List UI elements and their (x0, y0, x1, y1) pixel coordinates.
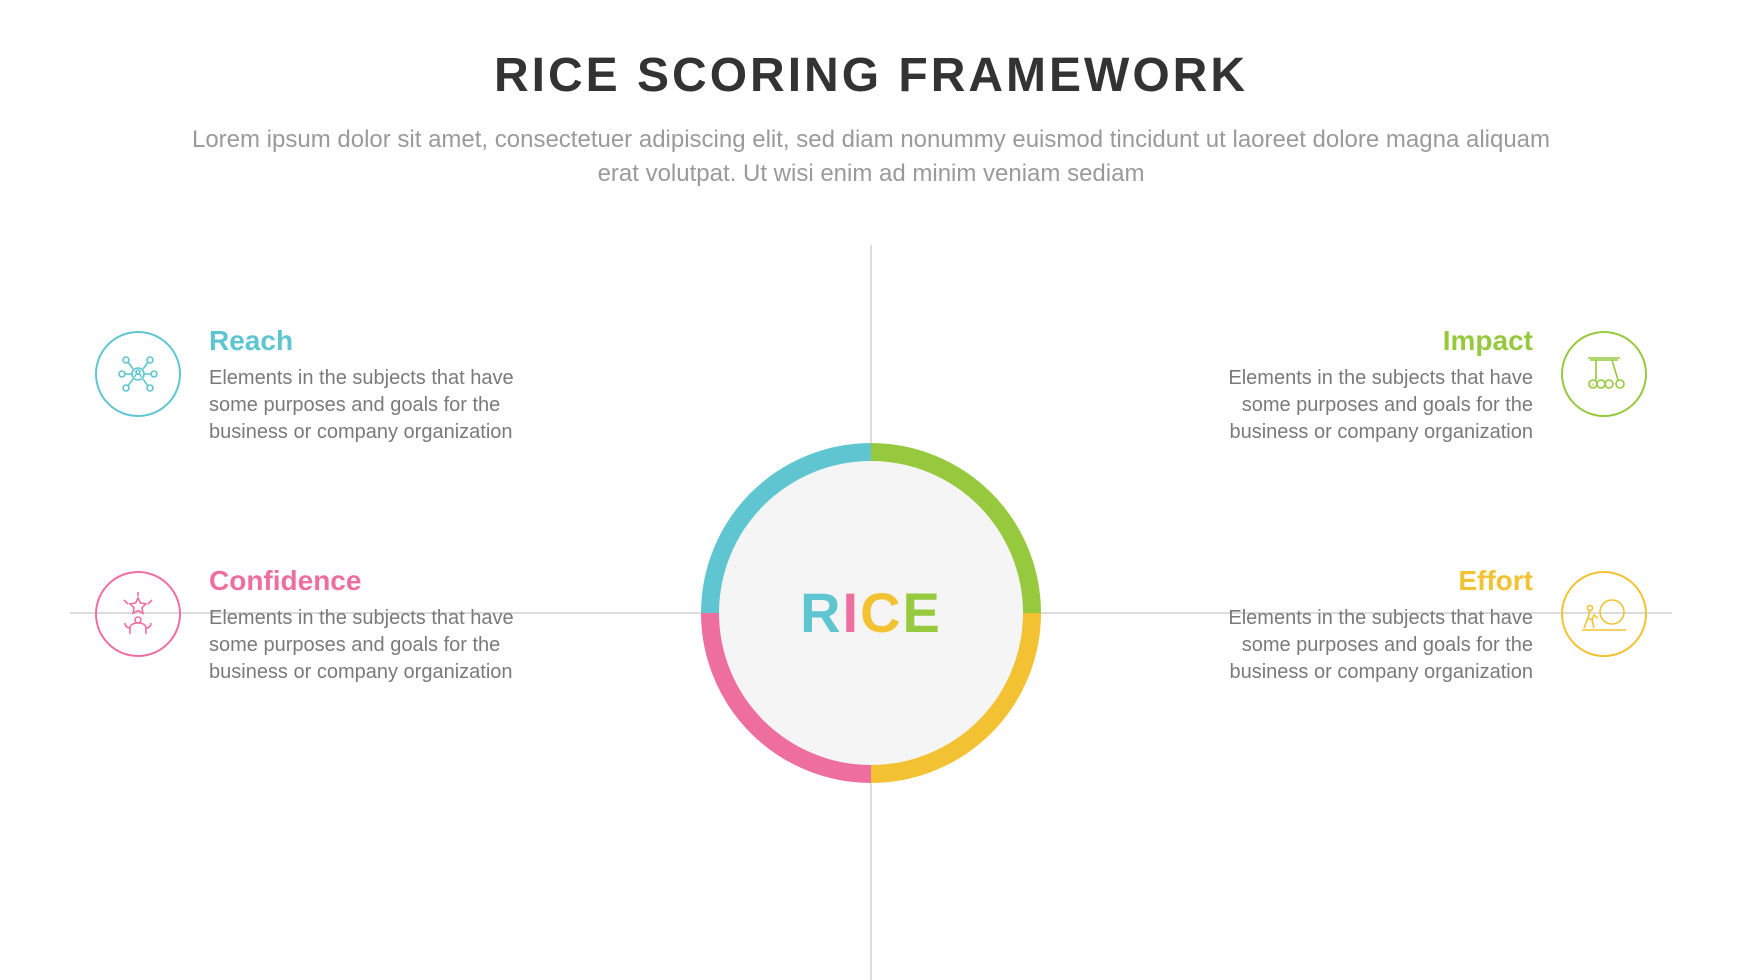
divider-vertical-bottom (871, 783, 872, 980)
card-effort: Effort Elements in the subjects that hav… (1187, 565, 1647, 686)
reach-title: Reach (209, 325, 549, 357)
center-ring: RICE (701, 443, 1041, 783)
rice-acronym: RICE (800, 580, 942, 645)
ring-inner: RICE (719, 461, 1023, 765)
rice-letter-r: R (800, 580, 842, 645)
header: RICE SCORING FRAMEWORK Lorem ipsum dolor… (0, 48, 1742, 190)
rice-letter-e: E (903, 580, 942, 645)
rice-letter-c: C (860, 580, 902, 645)
reach-icon (95, 331, 181, 417)
reach-body: Elements in the subjects that have some … (209, 365, 549, 446)
card-confidence: Confidence Elements in the subjects that… (95, 565, 555, 686)
confidence-body: Elements in the subjects that have some … (209, 605, 549, 686)
effort-icon (1561, 571, 1647, 657)
card-impact: Impact Elements in the subjects that hav… (1187, 325, 1647, 446)
confidence-icon (95, 571, 181, 657)
confidence-title: Confidence (209, 565, 549, 597)
divider-vertical-top (871, 245, 872, 443)
impact-body: Elements in the subjects that have some … (1193, 365, 1533, 446)
diagram-area: Reach Elements in the subjects that have… (0, 245, 1742, 980)
impact-icon: $ (1561, 331, 1647, 417)
page-subtitle: Lorem ipsum dolor sit amet, consectetuer… (171, 123, 1571, 190)
svg-text:$: $ (1592, 382, 1595, 387)
impact-title: Impact (1193, 325, 1533, 357)
effort-body: Elements in the subjects that have some … (1193, 605, 1533, 686)
effort-title: Effort (1193, 565, 1533, 597)
page-title: RICE SCORING FRAMEWORK (0, 48, 1742, 103)
card-reach: Reach Elements in the subjects that have… (95, 325, 555, 446)
rice-letter-i: I (843, 580, 861, 645)
